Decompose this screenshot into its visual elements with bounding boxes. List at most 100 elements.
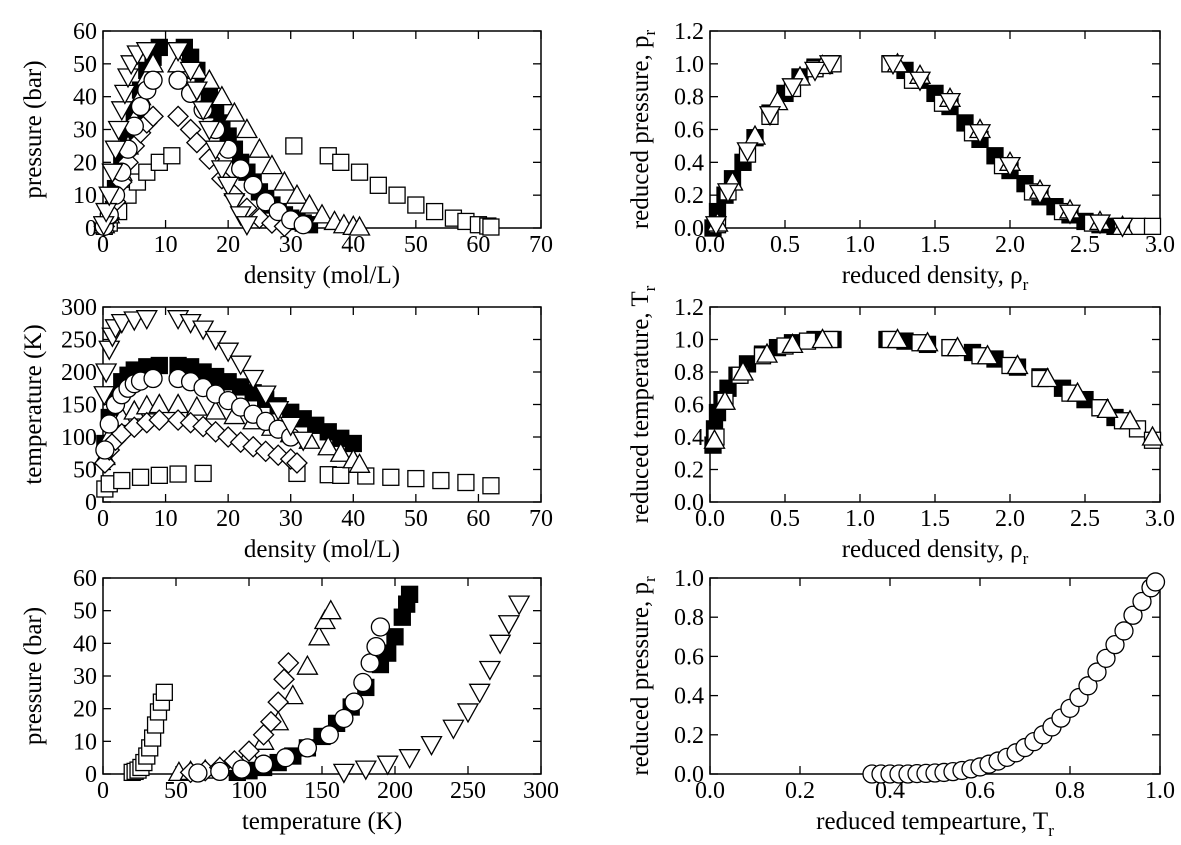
y-tick-label: 1.2 [674,19,704,45]
data-point-triangle-down-open [468,683,491,704]
x-tick-label: 0 [97,506,109,532]
x-tick-label: 20 [216,506,240,532]
series-triangle-open [703,328,1164,449]
data-point-triangle-down-open [204,330,227,351]
data-point-triangle-open [310,203,334,224]
data-point-triangle-open [296,654,319,675]
data-point-circle-open [334,708,354,729]
data-point-triangle-down-open [354,760,377,781]
data-point-square-open [350,163,369,181]
data-point-triangle-down-open [781,78,804,99]
x-tick-label: 50 [404,506,428,532]
chart-panel-middle-left: 0 10 20 30 40 50 60 70050100150200250300density… [20,295,553,563]
x-tick-label: 2.5 [1070,232,1100,258]
data-point-triangle-down-open [420,735,443,756]
data-point-triangle-open [319,599,342,620]
series-diamond-open [93,409,308,474]
data-point-triangle-down-open [803,61,827,82]
y-tick-label: 60 [73,566,97,592]
data-point-triangle-open [235,118,259,139]
data-point-square-open [482,218,500,236]
x-axis-label: density (mol/L) [244,536,400,563]
y-tick-label: 0.2 [674,183,704,209]
data-point-triangle-down-open [93,386,116,407]
x-tick-label: 50 [164,778,188,804]
data-point-square-open [332,466,350,485]
data-point-diamond-open [286,452,308,474]
data-point-square-open [425,202,444,221]
x-axis-label: density (mol/L) [244,262,400,289]
series-square-open [96,464,500,498]
data-point-circle-open [1096,648,1116,669]
data-point-circle-open [168,70,188,90]
data-point-triangle-down-open [292,431,315,452]
y-tick-label: 40 [73,631,97,657]
x-tick-label: 3.0 [1145,506,1175,532]
plot-area [93,38,500,238]
x-tick-label: 1.5 [920,232,950,258]
x-tick-label: 200 [377,778,413,804]
y-tick-label: 0.8 [674,605,704,631]
series-square-open [708,55,1162,236]
data-point-triangle-open [348,452,371,473]
x-tick-label: 10 [154,232,178,258]
data-point-circle-open [1145,572,1166,592]
x-tick-label: 30 [279,506,303,532]
data-point-triangle-down-open [279,416,302,437]
data-point-triangle-open [1096,398,1119,419]
data-point-triangle-open [976,344,999,365]
data-point-triangle-down-open [110,313,133,334]
x-tick-label: 300 [523,778,559,804]
series-triangle-down-open [93,310,315,452]
data-point-circle-open [1087,662,1107,682]
data-point-triangle-down-open [254,385,277,406]
x-tick-label: 40 [341,232,365,258]
y-tick-label: 0.4 [674,150,704,176]
data-point-diamond-open [185,131,208,154]
data-point-triangle-open [273,170,296,191]
data-point-triangle-down-open [107,120,130,141]
data-point-diamond-open [148,409,171,432]
data-point-triangle-down-open [398,749,421,770]
y-tick-label: 20 [73,150,97,176]
x-tick-label: 0.6 [965,778,995,804]
y-tick-label: 60 [73,19,97,45]
data-point-circle-open [232,759,252,779]
data-point-triangle-open [223,101,246,122]
x-tick-label: 0.0 [695,506,725,532]
data-point-square-filled [400,585,419,603]
data-point-triangle-down-open [95,363,118,384]
data-point-square-open [332,153,350,171]
y-axis-label: temperature (K) [20,324,47,484]
data-point-circle-open [253,754,274,774]
y-axis-label: reduced pressure, pr [627,30,659,230]
data-point-triangle-down-open [736,142,759,163]
data-point-triangle-down-open [489,634,512,655]
series-circle-open [188,617,391,783]
data-point-triangle-down-open [376,755,399,776]
data-point-triangle-down-open [1058,204,1082,225]
y-tick-label: 1.0 [674,566,704,592]
data-point-circle-open [95,440,115,460]
data-point-triangle-down-open [267,401,290,422]
y-tick-label: 1.2 [674,295,704,321]
data-point-triangle-down-open [1028,184,1052,205]
x-axis-label: temperature (K) [242,808,402,835]
data-point-square-open [457,473,475,492]
x-tick-label: 0.0 [695,778,725,804]
series-triangle-down-open [332,595,531,784]
data-point-square-open [155,683,173,701]
data-point-triangle-open [248,137,271,158]
data-point-circle-open [353,672,373,693]
y-tick-label: 0 [85,216,97,242]
data-point-triangle-down-open [818,55,842,76]
y-tick-label: 50 [73,599,97,625]
plot-area [703,328,1164,454]
data-point-triangle-down-open [229,355,252,376]
data-point-circle-open [188,763,208,783]
y-tick-label: 0.8 [674,85,704,111]
y-tick-label: 1.0 [674,328,704,354]
x-axis-label: reduced density, ρr [842,262,1029,294]
data-point-triangle-open [916,331,939,352]
